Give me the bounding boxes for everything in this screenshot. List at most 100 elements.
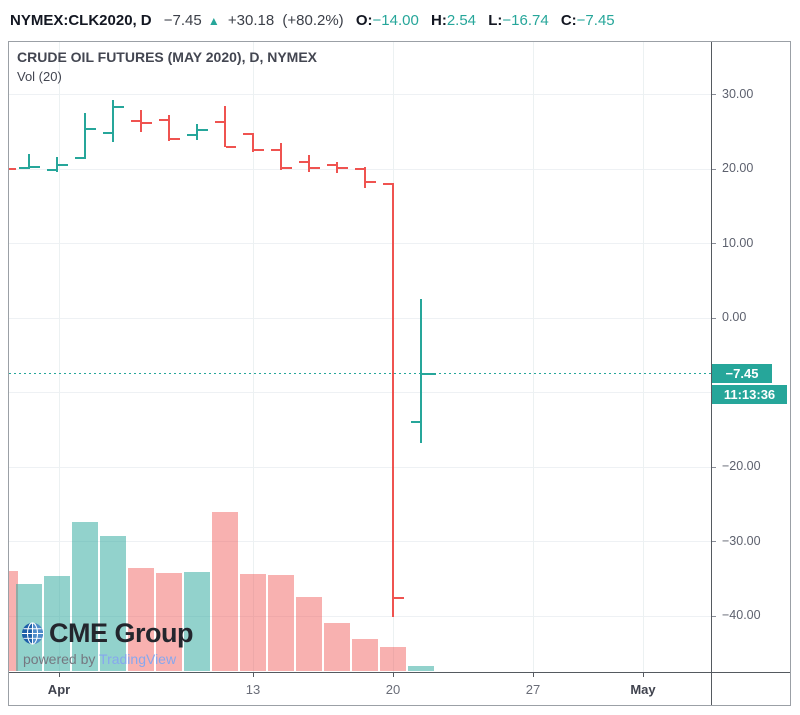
- volume-bar: [268, 575, 294, 671]
- vertical-gridline: [643, 42, 644, 672]
- price-bar: [84, 113, 86, 160]
- volume-bar: [44, 576, 70, 671]
- time-axis-tick: [533, 673, 534, 677]
- price-axis-label: 20.00: [722, 161, 754, 175]
- horizontal-gridline: [9, 616, 711, 617]
- price-bar: [224, 105, 226, 148]
- last-price-tag-value: −7.45: [725, 366, 759, 381]
- price-axis-label: 30.00: [722, 86, 754, 101]
- price-bar-close-tick: [226, 145, 236, 148]
- volume-indicator-label: Vol (20): [17, 69, 62, 84]
- volume-bar: [408, 666, 434, 671]
- price-axis-tick: [712, 541, 716, 542]
- volume-bar: [184, 572, 210, 671]
- volume-bar: [296, 597, 322, 671]
- volume-bar: [72, 522, 98, 671]
- low-value: −16.74: [502, 12, 549, 29]
- high-value: 2.54: [446, 12, 477, 29]
- volume-bar: [9, 571, 18, 671]
- price-bar: [420, 299, 422, 443]
- time-axis-label: 27: [525, 682, 541, 697]
- price-bar-open-tick: [75, 156, 85, 159]
- close-label: C:: [560, 12, 577, 29]
- price-bar-open-tick: [215, 121, 225, 124]
- volume-bar: [380, 647, 406, 671]
- price-axis-divider: [711, 42, 712, 705]
- price-bar-open-tick: [383, 182, 393, 185]
- price-bar-close-tick: [170, 138, 180, 141]
- price-bar: [140, 110, 142, 132]
- price-axis-tick: [712, 243, 716, 244]
- price-bar: [56, 157, 58, 172]
- price-bar-open-tick: [299, 160, 309, 163]
- tradingview-link[interactable]: TradingView: [99, 651, 177, 667]
- change-percent: (+80.2%): [282, 12, 344, 29]
- cme-group-logo-text[interactable]: CME Group: [49, 618, 194, 648]
- horizontal-gridline: [9, 243, 711, 244]
- time-axis-label: May: [630, 682, 656, 697]
- time-axis[interactable]: Apr 13 20 27 May: [9, 673, 711, 705]
- last-price-value: −7.45: [163, 12, 202, 29]
- bar-countdown-value: 11:13:36: [723, 387, 776, 402]
- price-axis-tick: [712, 169, 716, 170]
- price-bar-close-tick: [86, 127, 96, 130]
- volume-bar: [100, 536, 126, 671]
- price-bar-close-tick: [9, 168, 16, 170]
- time-axis-label: 20: [385, 682, 401, 697]
- time-axis-label: Apr: [47, 682, 71, 697]
- chart-legend: CRUDE OIL FUTURES (MAY 2020), D, NYMEX V…: [17, 49, 317, 84]
- cme-globe-icon: [21, 622, 44, 645]
- price-bar-open-tick: [159, 118, 169, 121]
- price-bar: [336, 162, 338, 173]
- interval-label[interactable]: D: [140, 12, 152, 29]
- powered-by-text: powered by: [23, 651, 96, 667]
- price-bar: [280, 142, 282, 170]
- price-bar-open-tick: [411, 421, 421, 424]
- price-bar-close-tick: [142, 121, 152, 124]
- symbol-name[interactable]: NYMEX:CLK2020,: [10, 12, 137, 29]
- price-axis-label: −20.00: [722, 459, 761, 473]
- horizontal-gridline: [9, 392, 711, 393]
- price-axis-tick: [712, 94, 716, 95]
- price-bar-open-tick: [47, 168, 57, 171]
- price-axis-label: 0.00: [722, 310, 747, 324]
- chart-canvas[interactable]: CRUDE OIL FUTURES (MAY 2020), D, NYMEX V…: [9, 42, 711, 672]
- vertical-gridline: [253, 42, 254, 672]
- bar-countdown-tag: 11:13:36: [712, 385, 787, 404]
- horizontal-gridline: [9, 541, 711, 542]
- price-axis-tick: [712, 616, 716, 617]
- horizontal-gridline: [9, 318, 711, 319]
- time-axis-tick: [393, 673, 394, 677]
- volume-bar: [352, 639, 378, 671]
- price-bar-close-tick: [58, 163, 68, 166]
- price-bar-open-tick: [103, 132, 113, 135]
- volume-bar: [128, 568, 154, 671]
- horizontal-gridline: [9, 94, 711, 95]
- price-bar-close-tick: [282, 167, 292, 170]
- change-up-arrow-icon: ▲: [207, 14, 220, 28]
- cme-group-watermark: CME Group powered by TradingView: [21, 618, 194, 667]
- time-axis-tick: [253, 673, 254, 677]
- volume-bar: [240, 574, 266, 671]
- volume-bar: [212, 512, 238, 671]
- price-bar: [196, 124, 198, 140]
- price-bar: [168, 115, 170, 141]
- last-price-line: [9, 373, 711, 374]
- price-bar: [252, 133, 254, 152]
- horizontal-gridline: [9, 467, 711, 468]
- time-axis-label: 13: [245, 682, 261, 697]
- volume-bar: [324, 623, 350, 671]
- chart-title: CRUDE OIL FUTURES (MAY 2020), D, NYMEX: [17, 49, 318, 65]
- price-bar-close-tick: [198, 129, 208, 132]
- price-bar-close-tick: [114, 106, 124, 109]
- price-axis[interactable]: −7.45 11:13:36 30.00 20.00 10.00 0.00 −20.00…: [712, 42, 790, 672]
- price-bar-close-tick: [30, 165, 40, 168]
- price-bar-open-tick: [355, 168, 365, 170]
- last-price-tag: −7.45: [712, 364, 772, 383]
- price-bar: [308, 154, 310, 172]
- price-axis-label: 10.00: [722, 235, 754, 250]
- time-axis-tick: [643, 673, 644, 677]
- price-bar: [364, 166, 366, 189]
- time-axis-tick: [59, 673, 60, 677]
- high-label: H:: [431, 12, 447, 29]
